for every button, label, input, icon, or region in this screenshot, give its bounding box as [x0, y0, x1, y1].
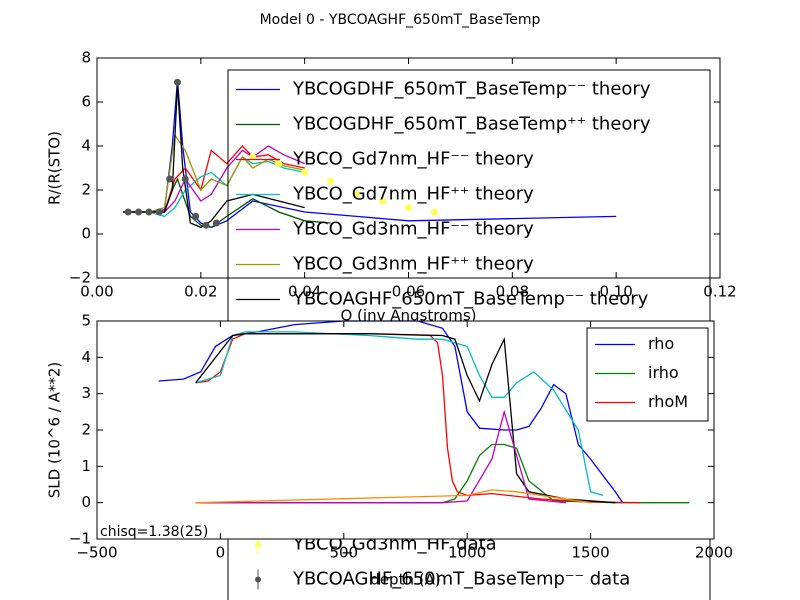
data-point — [301, 168, 309, 176]
x-tick-label: 500 — [329, 544, 358, 562]
data-point — [145, 208, 153, 216]
series-line — [195, 409, 566, 504]
data-point — [192, 212, 200, 220]
legend-label: YBCO_Gd3nm_HF⁺⁺ theory — [292, 254, 534, 275]
x-tick-label: 0 — [216, 544, 226, 562]
data-point — [353, 190, 361, 198]
series-line — [195, 489, 591, 504]
legend-label: YBCOGDHF_650mT_BaseTemp⁻⁻ theory — [292, 79, 651, 100]
data-point — [379, 197, 387, 205]
y-tick-label: 4 — [81, 137, 91, 155]
data-point — [135, 208, 143, 216]
data-point — [166, 175, 174, 183]
legend-label: irho — [648, 363, 679, 382]
x-tick-label: 0.10 — [599, 283, 632, 301]
y-tick-label: 2 — [81, 181, 91, 199]
y-tick-label: 6 — [81, 93, 91, 111]
x-tick-label: 0.06 — [392, 283, 425, 301]
x-axis-label: depth (A) — [370, 571, 440, 589]
y-tick-label: −2 — [69, 269, 91, 287]
y-tick-label: 2 — [81, 421, 91, 439]
y-tick-label: 0 — [81, 225, 91, 243]
x-tick-label: 1000 — [448, 544, 486, 562]
data-point — [155, 208, 163, 216]
annotation: chisq=1.38(25) — [100, 524, 208, 540]
series-line — [123, 156, 305, 218]
y-tick-label: 3 — [81, 384, 91, 402]
data-point — [124, 208, 132, 216]
legend-marker — [255, 541, 261, 548]
y-axis-label: R/(R(STO) — [46, 131, 64, 205]
x-tick-label: −500 — [76, 544, 117, 562]
y-tick-label: −1 — [69, 530, 91, 548]
legend-marker — [255, 576, 261, 583]
axes-background — [97, 58, 720, 278]
series-line — [195, 333, 641, 504]
data-point — [327, 177, 335, 185]
data-point — [181, 175, 189, 183]
data-point — [202, 221, 210, 229]
data-point — [405, 204, 412, 212]
y-tick-label: 8 — [81, 49, 91, 67]
legend-label: YBCOAGHF_650mT_BaseTemp⁻⁻ data — [292, 569, 630, 590]
y-tick-label: 4 — [81, 348, 91, 366]
series-line — [195, 333, 616, 504]
x-tick-label: 0.00 — [80, 283, 113, 301]
x-tick-label: 2000 — [695, 544, 733, 562]
x-tick-label: 1500 — [572, 544, 610, 562]
x-axis-label: Q (inv Angstroms) — [340, 307, 476, 325]
legend-label: YBCO_Gd7nm_HF⁺⁺ theory — [292, 184, 534, 205]
legend-label: rho — [648, 334, 674, 353]
legend-label: rhoM — [648, 392, 688, 411]
x-tick-label: 0.02 — [184, 283, 217, 301]
data-point — [275, 160, 283, 168]
y-tick-label: 0 — [81, 493, 91, 511]
legend-label: YBCOGDHF_650mT_BaseTemp⁺⁺ theory — [292, 114, 651, 135]
legend-label: YBCO_Gd7nm_HF⁻⁻ theory — [292, 149, 534, 170]
data-point — [212, 219, 220, 227]
data-point — [430, 208, 438, 216]
y-tick-label: 1 — [81, 457, 91, 475]
legend-label: YBCOAGHF_650mT_BaseTemp⁻⁻ theory — [292, 289, 649, 310]
y-tick-label: 5 — [81, 312, 91, 330]
x-tick-label: 0.08 — [496, 283, 529, 301]
x-tick-label: 0.04 — [288, 283, 321, 301]
legend-label: YBCO_Gd3nm_HF⁻⁻ theory — [292, 219, 534, 240]
series-line — [195, 331, 604, 497]
legend-box — [586, 327, 709, 422]
figure-title: Model 0 - YBCOAGHF_650mT_BaseTemp — [260, 12, 541, 28]
y-axis-label: SLD (10^6 / A**2) — [46, 362, 64, 499]
series-line — [158, 320, 624, 504]
data-point — [173, 78, 181, 86]
x-tick-label: 0.12 — [703, 283, 736, 301]
